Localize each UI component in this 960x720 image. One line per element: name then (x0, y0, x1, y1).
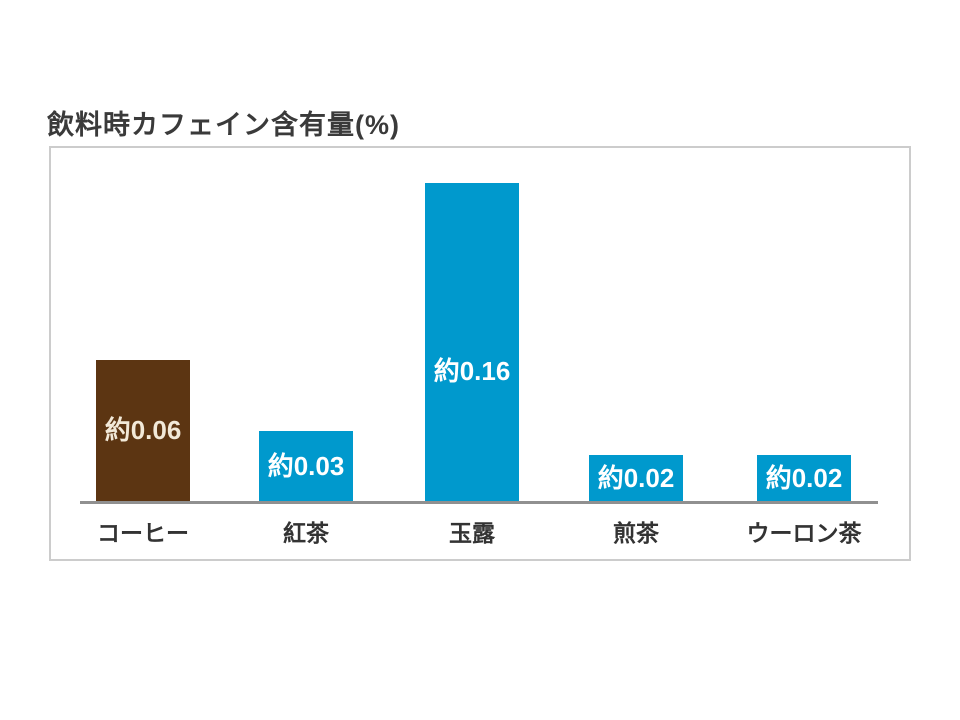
category-label: 煎茶 (613, 520, 659, 546)
bar-value-label: 約0.06 (104, 415, 182, 445)
category-label: 紅茶 (283, 520, 329, 546)
category-label: 玉露 (449, 520, 495, 546)
category-label: コーヒー (97, 520, 189, 546)
bar-value-label: 約0.16 (433, 356, 511, 386)
chart-title: 飲料時カフェイン含有量(%) (47, 110, 400, 140)
x-axis-line (80, 501, 878, 504)
bar-3: 約0.16 (425, 183, 519, 501)
bar-value-label: 約0.02 (597, 463, 675, 493)
bar-value-label: 約0.02 (765, 463, 843, 493)
bar-4: 約0.02 (589, 455, 683, 501)
bar-2: 約0.03 (259, 431, 353, 501)
bar-value-label: 約0.03 (267, 451, 345, 481)
bar-1: 約0.06 (96, 360, 190, 501)
bar-5: 約0.02 (757, 455, 851, 501)
category-label: ウーロン茶 (746, 520, 862, 546)
